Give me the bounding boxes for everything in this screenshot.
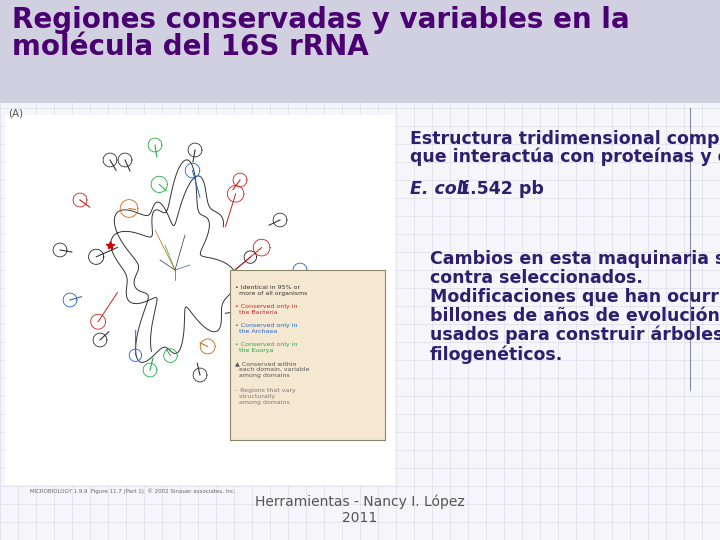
Text: molécula del 16S rRNA: molécula del 16S rRNA — [12, 33, 369, 61]
Text: – Regions that vary
  structurally
  among domains: – Regions that vary structurally among d… — [235, 388, 296, 406]
Text: • Conserved only in
  the Archaea: • Conserved only in the Archaea — [235, 323, 297, 334]
Text: ▲ Conserved within
  each domain, variable
  among domains: ▲ Conserved within each domain, variable… — [235, 361, 310, 379]
Text: MICROBIOLOGY 1.9.9  Figure 11.7 (Part 1)  © 2002 Sinauer associates, Inc.: MICROBIOLOGY 1.9.9 Figure 11.7 (Part 1) … — [30, 488, 235, 494]
Text: contra seleccionados.: contra seleccionados. — [430, 269, 643, 287]
Text: Cambios en esta maquinaria son: Cambios en esta maquinaria son — [430, 250, 720, 268]
Text: filogenéticos.: filogenéticos. — [430, 345, 563, 363]
Text: que interactúa con proteínas y otros RNAs.: que interactúa con proteínas y otros RNA… — [410, 148, 720, 166]
Text: Regiones conservadas y variables en la: Regiones conservadas y variables en la — [12, 6, 629, 34]
Bar — [0, 0, 720, 103]
Text: • Identical in 95% or
  more of all organisms: • Identical in 95% or more of all organi… — [235, 285, 307, 296]
Text: Herramientas - Nancy I. López: Herramientas - Nancy I. López — [255, 495, 465, 509]
Text: • Conserved only in
  the Bacteria: • Conserved only in the Bacteria — [235, 304, 297, 315]
Text: • Conserved only in
  the Euorya: • Conserved only in the Euorya — [235, 342, 297, 353]
Text: E. coli: E. coli — [410, 180, 469, 198]
Text: (A): (A) — [8, 108, 23, 118]
Text: billones de años de evolución son: billones de años de evolución son — [430, 307, 720, 325]
Text: usados para construir árboles: usados para construir árboles — [430, 326, 720, 345]
Bar — [5, 115, 395, 485]
Text: Modificaciones que han ocurrido en: Modificaciones que han ocurrido en — [430, 288, 720, 306]
Bar — [230, 270, 385, 440]
Text: 1.542 pb: 1.542 pb — [452, 180, 544, 198]
Text: 2011: 2011 — [343, 511, 377, 525]
Text: Estructura tridimensional compleja: Estructura tridimensional compleja — [410, 130, 720, 148]
